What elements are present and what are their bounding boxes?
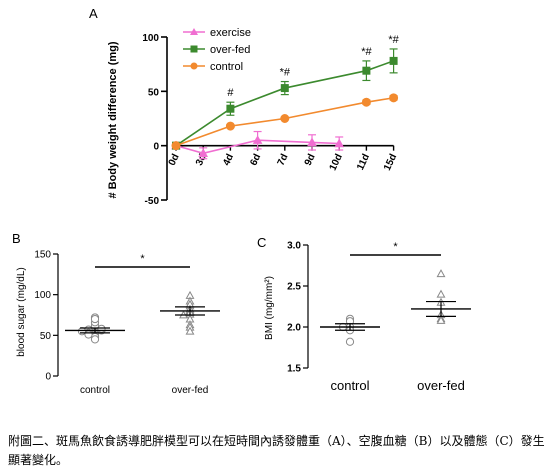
x-category-label: over-fed — [417, 378, 465, 393]
x-tick-label: 6d — [248, 152, 263, 167]
legend-entry-control: control — [183, 61, 243, 73]
x-category-label: over-fed — [172, 385, 209, 396]
significance-star: * — [140, 253, 145, 265]
legend-entry-exercise: exercise — [183, 27, 251, 39]
data-point-over-fed — [226, 104, 235, 113]
legend-circle-marker — [190, 62, 198, 70]
significance-star: * — [393, 241, 398, 253]
legend-label-over-fed: over-fed — [210, 44, 250, 56]
panel-a-annotations: # *# *# *# — [227, 34, 399, 99]
panel-c-letter: C — [257, 235, 266, 250]
figure-canvas: A # Body weight difference (mg) -50 0 50 10… — [12, 6, 471, 396]
panel-c-axes: 1.5 2.0 2.5 3.0 control over-fed — [287, 241, 465, 394]
y-tick-label: -50 — [145, 196, 160, 207]
significance-label: *# — [280, 67, 291, 79]
data-point-control — [389, 93, 399, 103]
significance-label: *# — [388, 34, 399, 46]
y-tick-label: 0 — [45, 372, 51, 383]
y-tick-label: 50 — [148, 87, 160, 98]
figure-caption: 附圖二、斑馬魚飲食誘導肥胖模型可以在短時間內誘發體重（A）、空腹血糖（B）以及體… — [8, 434, 545, 467]
legend-square-marker — [190, 45, 198, 53]
data-point-control — [97, 324, 106, 333]
data-point-control — [84, 330, 93, 339]
panel-b-letter: B — [12, 231, 21, 246]
data-point-over-fed — [389, 56, 398, 65]
x-tick-label: 7d — [276, 152, 291, 167]
x-tick-label: 9d — [303, 152, 318, 167]
data-point-exercise — [307, 137, 317, 147]
data-point-control — [280, 114, 290, 123]
data-point-over-fed — [436, 315, 446, 324]
data-point-control — [90, 335, 100, 344]
panel-a: A # Body weight difference (mg) -50 0 50 10… — [89, 6, 400, 207]
y-tick-label: 0 — [153, 142, 159, 153]
data-point-control — [225, 121, 235, 131]
y-tick-label: 3.0 — [287, 241, 301, 252]
x-category-label: control — [80, 385, 110, 396]
panel-a-letter: A — [89, 6, 98, 21]
panel-c: C BMI (mg/mm²) 1.5 2.0 2.5 3.0 control over-f… — [257, 235, 471, 393]
data-point-control — [90, 314, 100, 324]
data-point-over-fed — [436, 269, 446, 278]
panel-b-significance: * — [95, 253, 190, 268]
panel-a-ylabel: # Body weight difference (mg) — [107, 41, 119, 198]
y-tick-label: 2.5 — [287, 282, 301, 293]
y-tick-label: 50 — [40, 331, 52, 342]
x-tick-label: 10d — [328, 152, 345, 172]
data-point-exercise — [334, 138, 345, 148]
legend-triangle-marker — [190, 28, 198, 35]
legend-label-control: control — [210, 61, 243, 73]
data-point-over-fed — [436, 289, 446, 298]
panel-c-ylabel: BMI (mg/mm²) — [264, 276, 275, 340]
y-tick-label: 100 — [34, 290, 51, 301]
x-tick-label: 15d — [382, 152, 399, 172]
panel-a-legend: exercise over-fed control — [183, 27, 251, 73]
panel-c-significance: * — [350, 241, 441, 256]
data-point-over-fed — [280, 84, 289, 93]
data-point-control — [171, 141, 181, 151]
x-tick-label: 0d — [167, 152, 182, 167]
x-tick-label: 4d — [221, 152, 236, 167]
data-point-control — [361, 97, 371, 107]
x-category-label: control — [330, 378, 369, 393]
panel-b-points — [65, 290, 220, 344]
data-point-exercise — [198, 148, 209, 157]
data-point-exercise — [252, 135, 263, 144]
significance-label: # — [227, 87, 234, 99]
y-tick-label: 150 — [34, 250, 51, 261]
y-tick-label: 100 — [142, 33, 159, 44]
data-point-over-fed — [185, 326, 195, 335]
y-tick-label: 2.0 — [287, 323, 301, 334]
data-point-control — [345, 337, 355, 346]
data-point-over-fed — [362, 66, 371, 75]
panel-a-series — [171, 48, 399, 160]
panel-b: B blood sugar (mg/dL) 0 50 100 150 control ov… — [12, 231, 220, 396]
y-tick-label: 1.5 — [287, 364, 301, 375]
panel-b-axes: 0 50 100 150 control over-fed — [34, 250, 208, 397]
panel-b-ylabel: blood sugar (mg/dL) — [16, 267, 27, 357]
legend-entry-over-fed: over-fed — [183, 44, 250, 56]
legend-label-exercise: exercise — [210, 27, 251, 39]
x-tick-label: 11d — [355, 152, 372, 172]
panel-c-points — [320, 269, 471, 346]
significance-label: *# — [361, 46, 372, 58]
